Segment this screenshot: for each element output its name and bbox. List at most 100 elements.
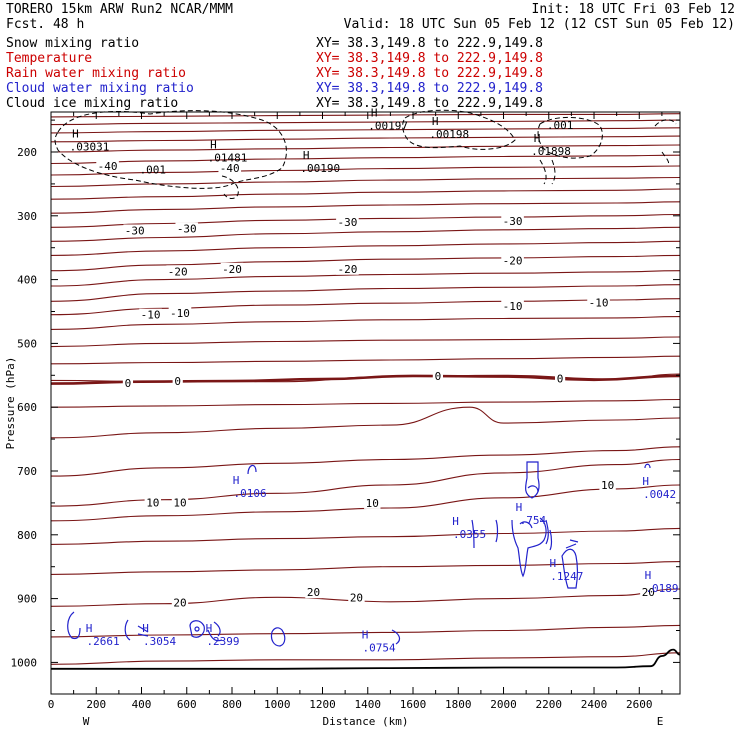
ice-contour-label: .001 bbox=[140, 164, 167, 177]
isotherm-line bbox=[51, 561, 680, 575]
isotherm-label: 20 bbox=[350, 591, 363, 604]
maximum-value-label: .2399 bbox=[206, 635, 239, 648]
x-tick-label: 1600 bbox=[400, 698, 427, 711]
isotherm-label: 20 bbox=[173, 596, 186, 609]
isotherm-label-bg bbox=[171, 496, 189, 509]
ice-contour bbox=[221, 175, 239, 199]
isotherm-label-bg bbox=[123, 224, 147, 237]
maximum-value-label: .00190 bbox=[300, 162, 340, 175]
ice-contour bbox=[539, 159, 556, 185]
isotherm-label: 0 bbox=[435, 370, 442, 383]
isotherm-label: -20 bbox=[337, 263, 357, 276]
maximum-value-label: .2661 bbox=[86, 635, 119, 648]
isotherm-line bbox=[51, 165, 680, 176]
isotherm-line bbox=[51, 284, 680, 302]
cloud-water-contour bbox=[391, 629, 401, 645]
x-axis-left-end-label: W bbox=[83, 715, 90, 728]
x-axis-title: Distance (km) bbox=[322, 715, 408, 728]
isotherm-line bbox=[51, 270, 680, 287]
isotherm-label-bg bbox=[96, 160, 119, 173]
x-tick-label: 2000 bbox=[490, 698, 517, 711]
isotherm-label: -30 bbox=[177, 223, 197, 236]
isotherm-layer bbox=[51, 113, 680, 670]
cloud-water-contour bbox=[644, 463, 651, 469]
maximum-marker: H bbox=[642, 475, 649, 488]
legend-xy-temperature: XY= 38.3,149.8 to 222.9,149.8 bbox=[316, 51, 543, 66]
isotherm-label-bg bbox=[640, 586, 657, 599]
x-tick-label: 200 bbox=[86, 698, 106, 711]
isotherm-line bbox=[51, 213, 680, 228]
maximum-marker: H bbox=[452, 515, 459, 528]
cloud-water-contour bbox=[471, 519, 499, 549]
legend: Snow mixing ratio Temperature Rain water… bbox=[6, 36, 543, 111]
isotherm-line bbox=[51, 316, 680, 330]
isotherm-label-bg bbox=[305, 586, 322, 599]
maximum-value-label: .01481 bbox=[208, 151, 248, 164]
maximum-marker: H bbox=[206, 622, 213, 635]
maximum-marker: H bbox=[72, 128, 79, 141]
isotherm-label-bg bbox=[166, 265, 190, 278]
isotherm-line bbox=[51, 355, 680, 365]
isotherm-label-bg bbox=[168, 306, 192, 319]
isotherm-label: -10 bbox=[503, 300, 523, 313]
y-tick-label: 500 bbox=[17, 337, 37, 350]
isotherm-line bbox=[51, 336, 680, 348]
isotherm-line bbox=[51, 527, 680, 545]
x-tick-label: 2200 bbox=[536, 698, 563, 711]
isotherm-label: -30 bbox=[125, 224, 145, 237]
y-tick-label: 900 bbox=[17, 593, 37, 606]
maximum-marker: H bbox=[233, 474, 240, 487]
maximum-value-label: .0189 bbox=[645, 582, 678, 595]
header: TORERO 15km ARW Run2 NCAR/MMM Fcst. 48 h… bbox=[6, 2, 735, 32]
cloud-water-contour bbox=[124, 619, 149, 641]
isotherm-label: -10 bbox=[141, 309, 161, 322]
y-axis-title: Pressure (hPa) bbox=[4, 357, 17, 450]
isotherm-line bbox=[51, 119, 680, 126]
isotherm-line bbox=[51, 201, 680, 214]
isotherm-label-bg bbox=[175, 222, 199, 235]
isotherm-label-bg bbox=[171, 596, 189, 609]
x-tick-label: 600 bbox=[177, 698, 197, 711]
isotherm-label: 10 bbox=[146, 496, 159, 509]
isotherm-line bbox=[51, 588, 680, 607]
legend-xy-rain: XY= 38.3,149.8 to 222.9,149.8 bbox=[316, 66, 543, 81]
isotherm-line bbox=[51, 113, 680, 118]
contour-label-layer: -40 -40-30 -30 -30 -30-20 -20 -20-20-10 -10-10-… bbox=[70, 106, 679, 654]
isotherm-label-bg bbox=[336, 216, 359, 229]
x-tick-label: 1800 bbox=[445, 698, 472, 711]
maximum-marker: H bbox=[432, 115, 439, 128]
isotherm-line bbox=[51, 226, 680, 242]
isotherm-label-bg bbox=[501, 214, 524, 227]
x-tick-label: 400 bbox=[132, 698, 152, 711]
x-tick-label: 1000 bbox=[264, 698, 291, 711]
maximum-value-label: .0355 bbox=[453, 528, 486, 541]
maximum-marker: H bbox=[86, 622, 93, 635]
cloud-water-contour bbox=[67, 611, 81, 640]
cloud-water-contour bbox=[565, 539, 579, 549]
legend-xy-snow: XY= 38.3,149.8 to 222.9,149.8 bbox=[316, 36, 543, 51]
isotherm-label: 20 bbox=[642, 586, 655, 599]
maximum-marker: H bbox=[142, 622, 149, 635]
isotherm-label: 10 bbox=[366, 497, 379, 510]
header-init-time: Init: 18 UTC Fri 03 Feb 12 bbox=[532, 2, 736, 17]
isotherm-line bbox=[51, 154, 680, 165]
y-tick-label: 300 bbox=[17, 210, 37, 223]
header-model-run: TORERO 15km ARW Run2 NCAR/MMM bbox=[6, 2, 233, 17]
legend-label-rain: Rain water mixing ratio bbox=[6, 66, 186, 81]
hydrometeor-contour-layer bbox=[54, 109, 677, 647]
isotherm-label: -20 bbox=[222, 263, 242, 276]
isotherm-label: 0 bbox=[174, 375, 181, 388]
cloud-water-contour bbox=[207, 621, 223, 642]
header-forecast-hour: Fcst. 48 h bbox=[6, 17, 84, 32]
cloud-water-contour bbox=[511, 517, 553, 578]
y-tick-label: 200 bbox=[17, 146, 37, 159]
x-axis-right-end-label: E bbox=[657, 715, 664, 728]
cloud-water-contour bbox=[189, 620, 205, 638]
isotherm-line bbox=[51, 176, 680, 188]
maximum-value-label: .00197 bbox=[368, 119, 408, 132]
isotherm-label: -20 bbox=[168, 265, 188, 278]
ice-contour bbox=[54, 110, 287, 189]
legend-label-cloud-ice: Cloud ice mixing ratio bbox=[6, 96, 178, 111]
y-tick-label: 700 bbox=[17, 465, 37, 478]
maximum-value-label: .03031 bbox=[70, 141, 110, 154]
